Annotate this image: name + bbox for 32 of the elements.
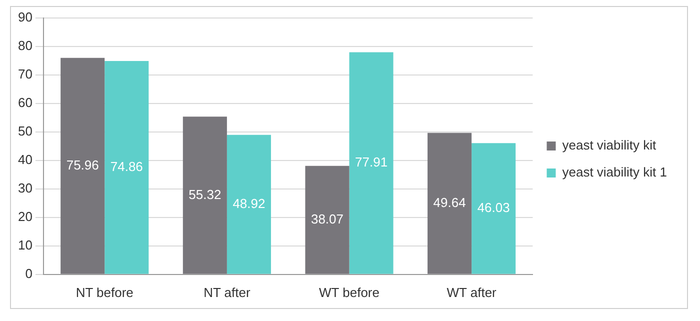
data-label: 75.96 [66, 157, 99, 172]
y-tick-label: 90 [18, 9, 32, 24]
bar [305, 166, 350, 274]
y-tick-label: 10 [18, 237, 32, 252]
x-tick-label: NT after [204, 284, 251, 300]
legend-label: yeast viability kit 1 [562, 164, 668, 180]
legend-label: yeast viability kit [562, 138, 657, 153]
y-tick-label: 30 [18, 180, 32, 196]
y-tick-label: 50 [18, 123, 32, 138]
y-tick-label: 60 [18, 94, 32, 110]
bar [104, 60, 149, 274]
x-tick-label: WT before [319, 284, 380, 300]
bar [472, 143, 516, 274]
bar [349, 52, 394, 274]
data-label: 46.03 [477, 200, 510, 216]
bar [60, 58, 105, 274]
y-tick-label: 20 [18, 208, 32, 224]
data-label: 77.91 [355, 154, 388, 170]
data-label: 48.92 [232, 196, 266, 211]
bar [182, 116, 227, 274]
x-tick-label: WT after [446, 284, 498, 300]
bar [428, 132, 472, 274]
y-tick-label: 80 [18, 38, 32, 53]
data-label: 49.64 [433, 194, 466, 210]
bar [226, 134, 271, 274]
data-label: 55.32 [188, 186, 222, 202]
data-label: 74.86 [110, 159, 143, 174]
y-tick-label: 40 [18, 152, 32, 167]
y-tick-label: 70 [18, 66, 32, 82]
y-tick-label: 0 [25, 266, 32, 281]
x-tick-label: NT before [76, 284, 134, 300]
data-label: 38.07 [310, 211, 344, 226]
